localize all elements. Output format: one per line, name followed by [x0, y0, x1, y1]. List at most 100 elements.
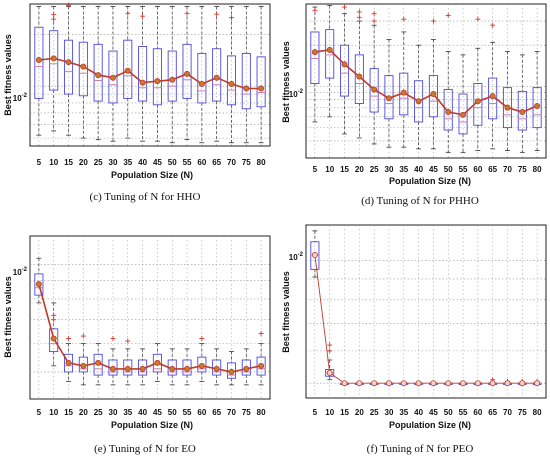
ytick-exp-c: -2 [22, 93, 28, 99]
xtick-label-55: 55 [183, 408, 192, 417]
outlier-marker [371, 18, 377, 24]
chart-marks-e [30, 236, 270, 399]
mean-line [314, 48, 538, 116]
xtick-label-65: 65 [212, 408, 221, 417]
ytick-label-e: 10-2 [13, 267, 28, 277]
mean-point-30 [385, 380, 392, 387]
panel-f: Best fitness values 10-2 Population Size… [281, 224, 547, 455]
xtick-label-55: 55 [183, 158, 192, 167]
outlier-marker [371, 11, 377, 17]
y-axis-label-c: Best fitness values [3, 34, 13, 116]
xtick-label-55: 55 [459, 165, 468, 174]
mean-point-25 [371, 380, 378, 387]
xtick-label-70: 70 [503, 408, 512, 417]
xtick-label-45: 45 [429, 408, 438, 417]
mean-line [38, 283, 262, 373]
outlier-marker [228, 15, 234, 21]
xtick-label-20: 20 [79, 158, 88, 167]
outlier-marker [401, 16, 407, 22]
mean-point-50 [445, 380, 452, 387]
mean-point-65 [213, 74, 220, 81]
xtick-label-25: 25 [94, 158, 103, 167]
outlier-marker [475, 16, 481, 22]
xtick-label-35: 35 [123, 158, 132, 167]
xtick-label-25: 25 [370, 165, 379, 174]
xtick-label-60: 60 [473, 408, 482, 417]
xtick-label-40: 40 [414, 408, 423, 417]
mean-point-15 [65, 359, 72, 366]
mean-line [38, 57, 262, 90]
mean-point-20 [356, 380, 363, 387]
mean-point-35 [124, 365, 131, 372]
mean-point-10 [326, 369, 333, 376]
outlier-marker [140, 13, 146, 19]
box-70 [226, 55, 237, 106]
mean-point-55 [184, 365, 191, 372]
mean-point-15 [65, 59, 72, 66]
xtick-label-30: 30 [385, 165, 394, 174]
ytick-label-f: 10-2 [289, 252, 304, 262]
box-35 [123, 359, 133, 376]
mean-point-10 [50, 55, 57, 62]
outlier-marker [312, 7, 318, 13]
outlier-marker [430, 18, 436, 24]
mean-point-5 [311, 252, 318, 259]
box-15 [339, 44, 350, 97]
mean-point-60 [474, 98, 481, 105]
xtick-label-25: 25 [370, 408, 379, 417]
outlier-marker [66, 336, 72, 342]
xtick-labels-e: 5 10 15 20 25 30 35 40 45 50 55 60 65 70 75 80 [37, 408, 266, 417]
box-5 [310, 241, 320, 270]
mean-point-45 [430, 91, 437, 98]
mean-point-25 [95, 359, 102, 366]
xtick-label-65: 65 [488, 408, 497, 417]
y-axis-label-f: Best fitness values [281, 271, 291, 353]
xtick-label-10: 10 [49, 158, 58, 167]
ytick-base-f: 10 [289, 253, 298, 262]
xtick-label-75: 75 [242, 158, 251, 167]
box-75 [241, 52, 251, 110]
plot-area-c [29, 3, 271, 147]
panel-c: Best fitness values 10-2 Population Size… [3, 2, 271, 203]
mean-point-70 [228, 81, 235, 88]
mean-point-65 [489, 380, 496, 387]
outlier-marker [51, 312, 57, 318]
mean-point-40 [139, 79, 146, 86]
y-axis-label-e: Best fitness values [3, 276, 13, 358]
x-axis-label-e: Population Size (N) [111, 420, 193, 430]
outlier-marker [125, 10, 131, 16]
mean-point-80 [258, 85, 265, 92]
xtick-label-10: 10 [49, 408, 58, 417]
xtick-label-60: 60 [197, 408, 206, 417]
ytick-label-c: 10-2 [13, 93, 28, 103]
chart-marks-c [30, 2, 270, 146]
ytick-exp-f: -2 [298, 252, 304, 258]
box-50 [443, 89, 453, 131]
mean-point-10 [50, 335, 57, 342]
xtick-label-45: 45 [153, 408, 162, 417]
xtick-labels-d: 5 10 15 20 25 30 35 40 45 50 55 60 65 70 75 80 [313, 165, 542, 174]
xtick-label-40: 40 [138, 158, 147, 167]
chart-marks-f [306, 225, 546, 398]
box-45 [152, 353, 162, 373]
mean-point-5 [35, 281, 42, 288]
outlier-marker [490, 22, 496, 28]
xtick-label-20: 20 [355, 408, 364, 417]
xtick-label-30: 30 [109, 408, 118, 417]
xtick-label-35: 35 [399, 165, 408, 174]
xtick-label-70: 70 [227, 408, 236, 417]
mean-point-35 [400, 89, 407, 96]
box-5 [310, 31, 320, 84]
outlier-marker [445, 12, 451, 18]
ytick-base-c: 10 [13, 94, 22, 103]
mean-point-30 [109, 74, 116, 81]
xtick-label-30: 30 [109, 158, 118, 167]
box-40 [138, 46, 148, 102]
mean-point-40 [139, 365, 146, 372]
xtick-label-75: 75 [242, 408, 251, 417]
mean-point-40 [415, 98, 422, 105]
panel-d: Best fitness values 10-2 Population Size… [281, 3, 547, 207]
mean-point-20 [80, 362, 87, 369]
box-10 [49, 30, 59, 91]
